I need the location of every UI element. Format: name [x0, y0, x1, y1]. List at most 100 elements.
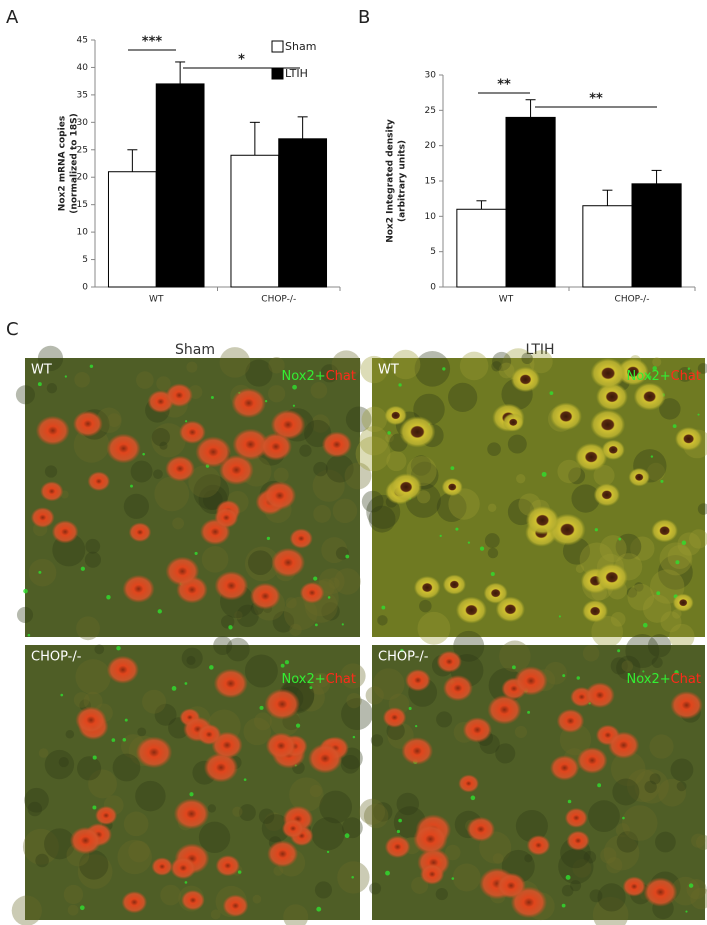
error-bar: [651, 169, 662, 184]
panel-label: B: [358, 7, 370, 28]
image-label: WT: [378, 363, 399, 378]
texture: [487, 547, 499, 559]
cell: [628, 467, 650, 487]
texture: [355, 436, 391, 472]
speck: [344, 833, 350, 839]
texture: [603, 834, 640, 871]
y-tick-label: 35: [77, 90, 88, 100]
cell: [232, 428, 269, 461]
cell: [128, 522, 152, 543]
speck: [387, 431, 391, 435]
y-tick-label: 15: [77, 200, 88, 210]
texture: [314, 672, 330, 688]
y-tick-label: 0: [82, 283, 88, 293]
texture: [344, 462, 372, 490]
cell: [466, 816, 496, 842]
y-axis-label: Nox2 mRNA copies: [58, 116, 68, 211]
texture: [515, 809, 548, 843]
cell: [106, 655, 139, 684]
y-tick-label: 10: [77, 228, 89, 238]
speck: [697, 413, 700, 416]
cell: [510, 366, 541, 393]
cell: [219, 454, 254, 486]
texture: [76, 616, 100, 641]
error-bar: [127, 149, 138, 172]
cell: [601, 439, 625, 460]
y-axis-label: (arbitrary units): [398, 140, 408, 222]
texture: [136, 371, 154, 389]
texture: [232, 806, 243, 817]
texture: [414, 351, 451, 387]
texture: [634, 769, 669, 804]
panel-label: A: [6, 7, 19, 28]
bar: [230, 154, 280, 288]
texture: [123, 811, 149, 837]
cell: [525, 505, 560, 535]
image-label: CHOP-/-: [378, 650, 429, 665]
cell: [135, 736, 173, 769]
texture: [448, 488, 480, 520]
texture: [159, 441, 168, 450]
texture: [201, 546, 229, 573]
texture: [610, 657, 628, 675]
cell: [165, 556, 200, 587]
speck: [672, 424, 677, 429]
texture: [238, 804, 256, 822]
texture: [396, 792, 420, 816]
speck: [89, 364, 94, 369]
y-tick-label: 30: [77, 118, 89, 128]
texture: [310, 382, 328, 399]
texture: [318, 568, 345, 595]
speck: [685, 910, 688, 913]
texture: [321, 602, 340, 621]
texture: [667, 545, 692, 569]
error-bar: [525, 99, 536, 118]
texture: [591, 615, 624, 648]
texture: [38, 748, 49, 758]
texture: [135, 780, 166, 812]
texture: [649, 734, 674, 759]
cell: [384, 835, 411, 859]
texture: [568, 467, 586, 485]
bar: [505, 116, 556, 288]
cell: [307, 743, 343, 774]
texture: [658, 555, 693, 590]
texture: [252, 894, 262, 904]
texture: [592, 896, 629, 925]
cell: [420, 863, 445, 885]
texture: [320, 364, 339, 383]
texture: [37, 345, 64, 372]
texture: [154, 703, 177, 726]
stain-green: Nox2+: [281, 369, 325, 384]
speck: [111, 738, 116, 742]
cell: [289, 528, 313, 549]
texture: [35, 853, 49, 868]
cell: [575, 443, 608, 471]
speck: [259, 705, 264, 710]
cell: [549, 755, 580, 781]
texture: [672, 609, 682, 619]
legend-label: Sham: [285, 40, 316, 53]
cell: [87, 471, 111, 492]
texture: [487, 503, 497, 512]
texture: [492, 351, 512, 371]
texture: [621, 805, 658, 841]
texture: [499, 640, 531, 673]
texture: [186, 361, 198, 373]
speck: [284, 660, 290, 665]
cell: [249, 582, 281, 610]
texture: [659, 398, 681, 420]
texture: [283, 904, 309, 925]
cell: [643, 877, 678, 907]
y-tick-label: 5: [430, 247, 436, 257]
speck: [675, 560, 680, 565]
texture: [181, 647, 203, 669]
texture: [296, 682, 325, 712]
speck: [650, 455, 654, 458]
cell: [405, 669, 431, 692]
cell: [51, 520, 79, 544]
stain-label: Nox2+Chat: [281, 369, 356, 384]
y-tick-label: 25: [425, 106, 436, 116]
cell: [321, 431, 352, 458]
